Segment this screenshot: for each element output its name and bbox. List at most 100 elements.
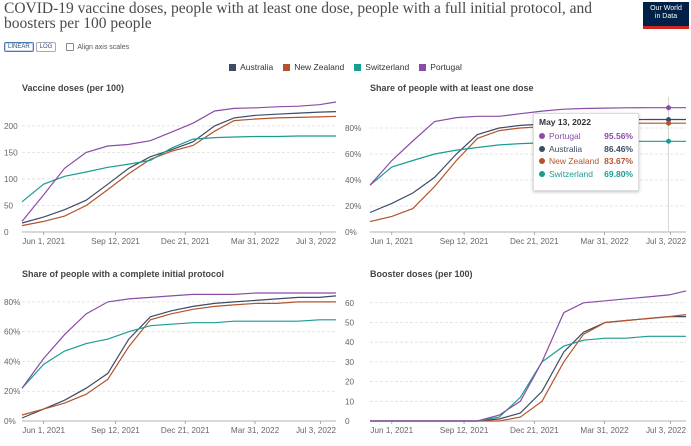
tooltip-name: Australia <box>549 143 583 154</box>
y-tick-label: 0 <box>345 417 350 426</box>
tooltip-row: New Zealand 83.67% <box>539 155 633 168</box>
x-tick-label: Dec 21, 2021 <box>161 237 210 246</box>
y-tick-label: 100 <box>4 175 18 184</box>
y-tick-label: 60% <box>345 150 361 159</box>
x-tick-label: Dec 21, 2021 <box>510 237 559 246</box>
x-tick-label: Jun 1, 2021 <box>22 237 65 246</box>
y-tick-label: 20% <box>4 387 20 396</box>
tooltip-row: Portugal 95.56% <box>539 130 633 143</box>
tooltip-name: Switzerland <box>549 168 593 179</box>
x-tick-label: Sep 12, 2021 <box>91 426 140 435</box>
x-tick-label: Jul 3, 2022 <box>646 237 687 246</box>
legend-item[interactable]: New Zealand <box>283 62 344 72</box>
x-tick-label: Mar 31, 2022 <box>231 237 280 246</box>
y-tick-label: 60 <box>345 299 355 308</box>
panel-title: Share of people with at least one dose <box>370 83 534 93</box>
legend-label: Australia <box>240 62 274 72</box>
y-tick-label: 80% <box>345 124 361 133</box>
linear-button[interactable]: LINEAR <box>4 42 34 52</box>
x-tick-label: Mar 31, 2022 <box>231 426 280 435</box>
series-line-portugal <box>370 290 687 422</box>
y-tick-label: 20% <box>345 202 361 211</box>
tooltip-value: 83.67% <box>604 156 633 167</box>
x-tick-label: Jun 1, 2021 <box>370 426 413 435</box>
y-tick-label: 50 <box>4 201 14 210</box>
y-tick-label: 60% <box>4 328 20 337</box>
x-tick-label: Sep 12, 2021 <box>91 237 140 246</box>
tooltip-value: 86.46% <box>604 143 633 154</box>
y-tick-label: 0% <box>345 228 357 237</box>
hover-point <box>666 138 672 144</box>
tooltip-dot <box>539 145 545 152</box>
y-tick-label: 20 <box>345 378 355 387</box>
legend-swatch <box>354 63 362 71</box>
legend-label: Switzerland <box>365 62 410 72</box>
x-tick-label: Sep 12, 2021 <box>440 237 489 246</box>
x-tick-label: Jun 1, 2021 <box>22 426 65 435</box>
align-axis-checkbox[interactable]: Align axis scales <box>66 43 129 51</box>
tooltip-row: Switzerland 69.80% <box>539 168 633 181</box>
legend-item[interactable]: Portugal <box>419 62 462 72</box>
y-tick-label: 40% <box>345 176 361 185</box>
series-line-australia <box>21 111 337 224</box>
y-tick-label: 50 <box>345 318 355 327</box>
tooltip-dot <box>539 170 545 177</box>
logo-line-1: Our World <box>650 5 682 12</box>
hover-point <box>666 105 672 111</box>
series-line-portugal <box>21 292 336 389</box>
hover-point <box>666 117 672 123</box>
y-tick-label: 200 <box>4 122 18 131</box>
tooltip-name: Portugal <box>549 131 581 142</box>
scale-controls: LINEAR LOG Align axis scales <box>4 41 129 53</box>
x-tick-label: Mar 31, 2022 <box>580 237 629 246</box>
hover-point <box>666 120 672 126</box>
x-tick-label: Dec 21, 2021 <box>161 426 210 435</box>
x-tick-label: Jun 1, 2021 <box>370 237 413 246</box>
x-tick-label: Sep 12, 2021 <box>440 426 489 435</box>
align-axis-label: Align axis scales <box>77 43 130 51</box>
y-tick-label: 30 <box>345 358 355 367</box>
legend-label: Portugal <box>430 62 462 72</box>
y-tick-label: 10 <box>345 397 355 406</box>
x-tick-label: Jul 3, 2022 <box>296 237 337 246</box>
y-tick-label: 0% <box>4 417 16 426</box>
legend: Australia New Zealand Switzerland Portugal <box>0 62 691 72</box>
series-line-portugal <box>21 101 337 222</box>
tooltip-value: 95.56% <box>604 131 633 142</box>
checkbox-icon <box>66 43 75 51</box>
tooltip-dot <box>539 158 545 165</box>
tooltip-dot <box>539 133 545 140</box>
tooltip-date: May 13, 2022 <box>539 117 591 127</box>
series-line-new-zealand <box>21 115 337 227</box>
x-tick-label: Jul 3, 2022 <box>296 426 337 435</box>
logo-line-2: in Data <box>654 13 678 20</box>
owid-logo[interactable]: Our World in Data <box>643 2 689 29</box>
series-line-portugal <box>369 107 686 186</box>
y-tick-label: 0 <box>4 228 9 237</box>
tooltip-name: New Zealand <box>549 156 600 167</box>
x-tick-label: Dec 21, 2021 <box>510 426 559 435</box>
series-line-australia <box>21 295 337 419</box>
panel-title: Share of people with a complete initial … <box>22 269 224 279</box>
series-line-switzerland <box>21 319 336 389</box>
legend-swatch <box>283 63 291 71</box>
tooltip-value: 69.80% <box>604 168 633 179</box>
panel-title: Vaccine doses (per 100) <box>22 83 124 93</box>
y-tick-label: 40% <box>4 357 20 366</box>
series-line-switzerland <box>21 135 336 203</box>
tooltip-row: Australia 86.46% <box>539 143 633 156</box>
series-line-new-zealand <box>21 301 336 416</box>
legend-label: New Zealand <box>294 62 345 72</box>
y-tick-label: 40 <box>345 338 355 347</box>
legend-item[interactable]: Switzerland <box>354 62 409 72</box>
chart-title: COVID-19 vaccine doses, people with at l… <box>4 0 592 32</box>
series-line-switzerland <box>370 335 686 422</box>
log-button[interactable]: LOG <box>35 42 57 52</box>
x-tick-label: Jul 3, 2022 <box>646 426 687 435</box>
series-line-australia <box>370 316 686 422</box>
legend-item[interactable]: Australia <box>229 62 273 72</box>
tooltip: May 13, 2022 Portugal 95.56% Australia 86.4… <box>533 113 639 191</box>
legend-swatch <box>229 63 237 71</box>
panel-title: Booster doses (per 100) <box>370 269 473 279</box>
